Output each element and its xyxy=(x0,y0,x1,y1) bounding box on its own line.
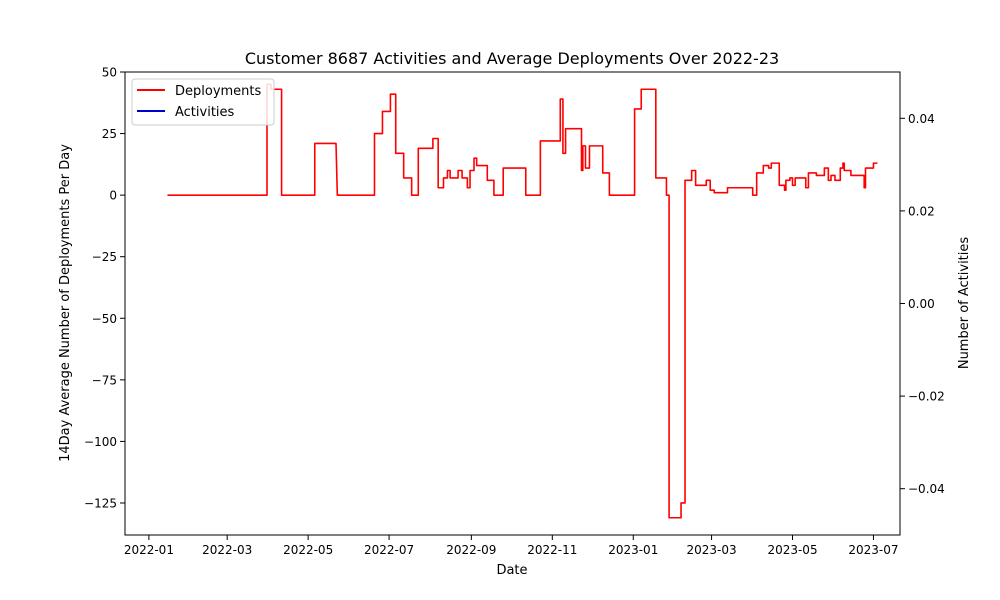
y-left-tick-label-0: 0 xyxy=(109,189,117,203)
y-axis-right-label: Number of Activities xyxy=(957,237,972,370)
legend-label-activities: Activities xyxy=(175,105,235,120)
x-tick-label-2022-03: 2022-03 xyxy=(202,543,252,557)
x-tick-label-2022-11: 2022-11 xyxy=(527,543,577,557)
plot-frame xyxy=(124,71,901,536)
x-tick-label-2022-09: 2022-09 xyxy=(446,543,496,557)
x-tick-label-2023-01: 2023-01 xyxy=(608,543,658,557)
x-axis-label: Date xyxy=(496,563,527,578)
series-lines xyxy=(167,83,878,519)
y-axis-right: 0.04 0.02 0.00 −0.02 −0.04 xyxy=(900,112,945,496)
y-left-tick-label-100: −100 xyxy=(84,435,117,449)
y-left-tick-label-50: 50 xyxy=(102,66,117,80)
y-right-tick-label-0-02: −0.02 xyxy=(908,390,945,404)
y-right-tick-label-0-04: 0.04 xyxy=(908,112,935,126)
y-right-tick-label-0-04: −0.04 xyxy=(908,482,945,496)
y-left-tick-label-50: −50 xyxy=(92,312,117,326)
x-tick-label-2022-05: 2022-05 xyxy=(283,543,333,557)
chart-title: Customer 8687 Activities and Average Dep… xyxy=(245,49,779,68)
legend-label-deployments: Deployments xyxy=(175,84,262,99)
y-left-tick-label-75: −75 xyxy=(92,373,117,387)
x-tick-label-2022-07: 2022-07 xyxy=(364,543,414,557)
legend-box xyxy=(131,78,275,126)
y-axis-left-label: 14Day Average Number of Deployments Per … xyxy=(58,144,73,462)
y-right-tick-label-0-02: 0.02 xyxy=(908,204,935,218)
plot-area xyxy=(124,71,901,536)
y-left-tick-label-25: 25 xyxy=(102,127,117,141)
y-left-tick-label-125: −125 xyxy=(84,496,117,510)
y-right-tick-label-0-00: 0.00 xyxy=(908,297,935,311)
series-line-deployments xyxy=(167,83,878,519)
legend: Deployments Activities xyxy=(131,78,275,126)
y-left-tick-label-25: −25 xyxy=(92,250,117,264)
x-axis: 2022-01 2022-03 2022-05 2022-07 2022-09 2022-… xyxy=(124,535,899,557)
x-tick-label-2022-01: 2022-01 xyxy=(124,543,174,557)
x-tick-label-2023-07: 2023-07 xyxy=(848,543,898,557)
y-axis-left: 50 25 0 −25 −50 −75 −100 −125 xyxy=(84,66,125,510)
x-tick-label-2023-05: 2023-05 xyxy=(767,543,817,557)
x-tick-label-2023-03: 2023-03 xyxy=(686,543,736,557)
